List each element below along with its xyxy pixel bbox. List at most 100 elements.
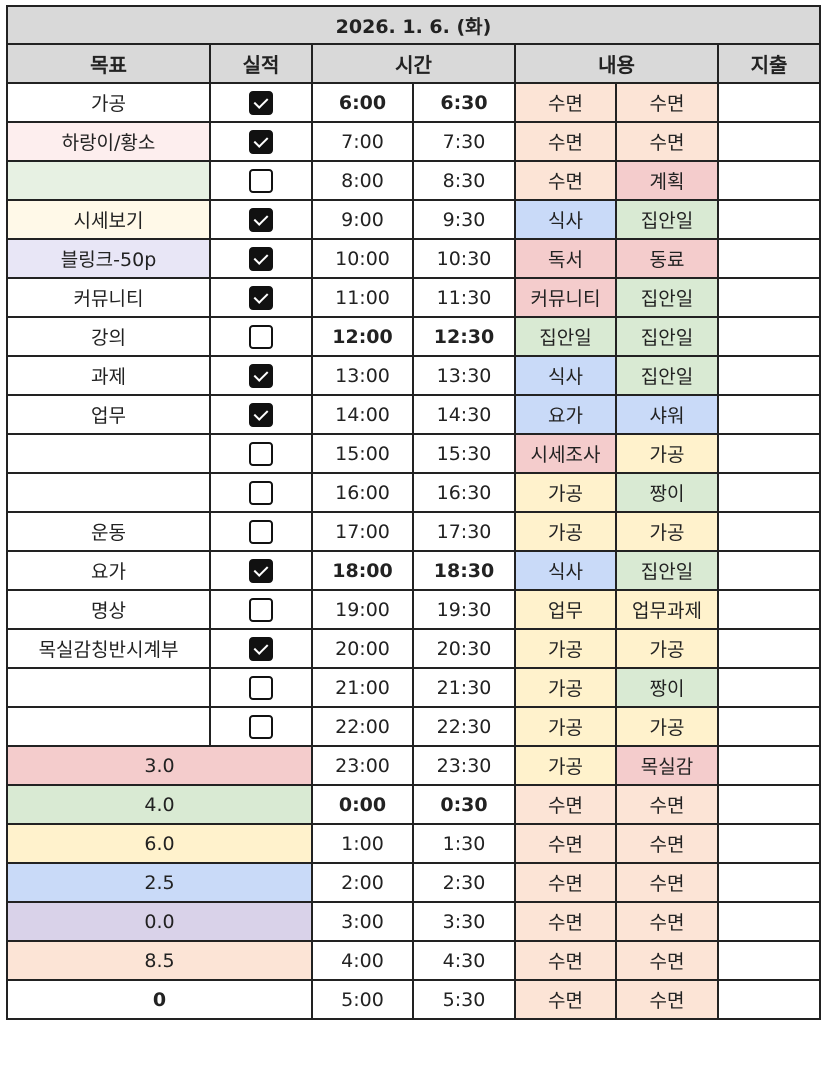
done-cell[interactable] xyxy=(209,667,313,708)
content-second-half[interactable]: 수면 xyxy=(615,823,719,864)
content-first-half[interactable]: 수면 xyxy=(514,784,617,825)
time-end[interactable]: 23:30 xyxy=(412,745,516,786)
content-second-half[interactable]: 짱이 xyxy=(615,667,719,708)
content-first-half[interactable]: 가공 xyxy=(514,745,617,786)
checkbox-checked[interactable] xyxy=(249,129,273,154)
expense-cell[interactable] xyxy=(717,277,821,318)
time-end[interactable]: 2:30 xyxy=(412,862,516,903)
time-end[interactable]: 17:30 xyxy=(412,511,516,552)
goal-cell[interactable]: 명상 xyxy=(6,589,211,630)
done-cell[interactable] xyxy=(209,628,313,669)
goal-cell[interactable] xyxy=(6,472,211,513)
time-start[interactable]: 2:00 xyxy=(311,862,414,903)
expense-cell[interactable] xyxy=(717,355,821,396)
content-second-half[interactable]: 업무과제 xyxy=(615,589,719,630)
expense-cell[interactable] xyxy=(717,121,821,162)
goal-cell[interactable]: 요가 xyxy=(6,550,211,591)
summary-cell[interactable]: 8.5 xyxy=(6,940,313,981)
time-start[interactable]: 12:00 xyxy=(311,316,414,357)
content-first-half[interactable]: 수면 xyxy=(514,160,617,201)
goal-cell[interactable]: 운동 xyxy=(6,511,211,552)
checkbox-unchecked[interactable] xyxy=(249,324,273,349)
content-second-half[interactable]: 수면 xyxy=(615,82,719,123)
checkbox-unchecked[interactable] xyxy=(249,480,273,505)
done-cell[interactable] xyxy=(209,316,313,357)
time-start[interactable]: 5:00 xyxy=(311,979,414,1020)
checkbox-unchecked[interactable] xyxy=(249,597,273,622)
goal-cell[interactable]: 강의 xyxy=(6,316,211,357)
summary-cell[interactable]: 3.0 xyxy=(6,745,313,786)
checkbox-checked[interactable] xyxy=(249,636,273,661)
time-end[interactable]: 19:30 xyxy=(412,589,516,630)
content-first-half[interactable]: 식사 xyxy=(514,550,617,591)
time-start[interactable]: 20:00 xyxy=(311,628,414,669)
goal-cell[interactable] xyxy=(6,706,211,747)
content-first-half[interactable]: 수면 xyxy=(514,823,617,864)
time-end[interactable]: 21:30 xyxy=(412,667,516,708)
expense-cell[interactable] xyxy=(717,628,821,669)
expense-cell[interactable] xyxy=(717,745,821,786)
expense-cell[interactable] xyxy=(717,784,821,825)
content-second-half[interactable]: 가공 xyxy=(615,433,719,474)
content-second-half[interactable]: 수면 xyxy=(615,784,719,825)
goal-cell[interactable]: 과제 xyxy=(6,355,211,396)
expense-cell[interactable] xyxy=(717,979,821,1020)
time-start[interactable]: 8:00 xyxy=(311,160,414,201)
checkbox-checked[interactable] xyxy=(249,363,273,388)
checkbox-checked[interactable] xyxy=(249,207,273,232)
goal-cell[interactable] xyxy=(6,433,211,474)
time-start[interactable]: 14:00 xyxy=(311,394,414,435)
expense-cell[interactable] xyxy=(717,667,821,708)
time-end[interactable]: 5:30 xyxy=(412,979,516,1020)
expense-cell[interactable] xyxy=(717,940,821,981)
time-start[interactable]: 6:00 xyxy=(311,82,414,123)
checkbox-unchecked[interactable] xyxy=(249,168,273,193)
expense-cell[interactable] xyxy=(717,511,821,552)
time-end[interactable]: 14:30 xyxy=(412,394,516,435)
time-start[interactable]: 18:00 xyxy=(311,550,414,591)
expense-cell[interactable] xyxy=(717,394,821,435)
content-second-half[interactable]: 수면 xyxy=(615,121,719,162)
time-start[interactable]: 10:00 xyxy=(311,238,414,279)
time-end[interactable]: 10:30 xyxy=(412,238,516,279)
content-first-half[interactable]: 수면 xyxy=(514,940,617,981)
content-second-half[interactable]: 수면 xyxy=(615,862,719,903)
expense-cell[interactable] xyxy=(717,316,821,357)
goal-cell[interactable]: 시세보기 xyxy=(6,199,211,240)
time-end[interactable]: 8:30 xyxy=(412,160,516,201)
time-start[interactable]: 9:00 xyxy=(311,199,414,240)
content-first-half[interactable]: 수면 xyxy=(514,121,617,162)
content-second-half[interactable]: 가공 xyxy=(615,511,719,552)
expense-cell[interactable] xyxy=(717,433,821,474)
time-end[interactable]: 6:30 xyxy=(412,82,516,123)
content-second-half[interactable]: 계획 xyxy=(615,160,719,201)
content-second-half[interactable]: 집안일 xyxy=(615,550,719,591)
content-second-half[interactable]: 집안일 xyxy=(615,199,719,240)
content-first-half[interactable]: 수면 xyxy=(514,862,617,903)
checkbox-checked[interactable] xyxy=(249,246,273,271)
time-start[interactable]: 0:00 xyxy=(311,784,414,825)
content-first-half[interactable]: 집안일 xyxy=(514,316,617,357)
time-start[interactable]: 17:00 xyxy=(311,511,414,552)
content-first-half[interactable]: 식사 xyxy=(514,199,617,240)
summary-cell[interactable]: 0.0 xyxy=(6,901,313,942)
content-second-half[interactable]: 집안일 xyxy=(615,277,719,318)
content-second-half[interactable]: 목실감 xyxy=(615,745,719,786)
expense-cell[interactable] xyxy=(717,199,821,240)
content-second-half[interactable]: 수면 xyxy=(615,940,719,981)
summary-cell[interactable]: 2.5 xyxy=(6,862,313,903)
content-first-half[interactable]: 수면 xyxy=(514,979,617,1020)
time-end[interactable]: 16:30 xyxy=(412,472,516,513)
expense-cell[interactable] xyxy=(717,823,821,864)
done-cell[interactable] xyxy=(209,121,313,162)
content-first-half[interactable]: 커뮤니티 xyxy=(514,277,617,318)
time-start[interactable]: 21:00 xyxy=(311,667,414,708)
summary-cell[interactable]: 6.0 xyxy=(6,823,313,864)
time-start[interactable]: 3:00 xyxy=(311,901,414,942)
content-first-half[interactable]: 수면 xyxy=(514,901,617,942)
done-cell[interactable] xyxy=(209,199,313,240)
goal-cell[interactable] xyxy=(6,160,211,201)
goal-cell[interactable]: 가공 xyxy=(6,82,211,123)
content-first-half[interactable]: 식사 xyxy=(514,355,617,396)
done-cell[interactable] xyxy=(209,355,313,396)
